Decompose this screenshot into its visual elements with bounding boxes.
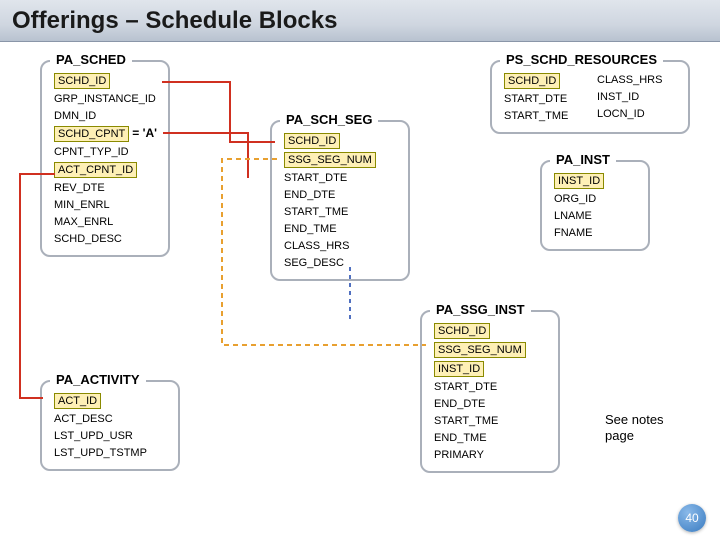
- field: INST_ID: [552, 172, 638, 190]
- field: END_DTE: [432, 396, 548, 412]
- slide-number-badge: 40: [678, 504, 706, 532]
- field: FNAME: [552, 225, 638, 241]
- field: END_DTE: [282, 187, 398, 203]
- field: PRIMARY: [432, 447, 548, 463]
- field: INST_ID: [432, 360, 548, 378]
- table-title: PA_ACTIVITY: [50, 372, 146, 387]
- field: REV_DTE: [52, 180, 158, 196]
- table-title: PA_SCH_SEG: [280, 112, 378, 127]
- page-title: Offerings – Schedule Blocks: [12, 7, 337, 35]
- field: SCHD_CPNT = 'A': [52, 125, 158, 143]
- field: START_TME: [432, 413, 548, 429]
- field: START_TME: [502, 108, 585, 124]
- note-text: See notes page: [605, 412, 695, 444]
- field: SCHD_DESC: [52, 231, 158, 247]
- field: CLASS_HRS: [282, 238, 398, 254]
- field: INST_ID: [595, 89, 678, 105]
- table-pa-sch-seg: PA_SCH_SEG SCHD_ID SSG_SEG_NUM START_DTE…: [270, 120, 410, 281]
- field: GRP_INSTANCE_ID: [52, 91, 158, 107]
- table-title: PA_SCHED: [50, 52, 132, 67]
- field: LST_UPD_USR: [52, 428, 168, 444]
- table-pa-inst: PA_INST INST_ID ORG_ID LNAME FNAME: [540, 160, 650, 251]
- field: SCHD_ID: [502, 72, 585, 90]
- field: END_TME: [432, 430, 548, 446]
- table-title: PA_INST: [550, 152, 616, 167]
- field: LOCN_ID: [595, 106, 678, 122]
- title-bar: Offerings – Schedule Blocks: [0, 0, 720, 42]
- field: SCHD_ID: [432, 322, 548, 340]
- slide-number: 40: [685, 511, 698, 525]
- table-pa-sched: PA_SCHED SCHD_ID GRP_INSTANCE_ID DMN_ID …: [40, 60, 170, 257]
- field: ACT_CPNT_ID: [52, 161, 158, 179]
- table-title: PS_SCHD_RESOURCES: [500, 52, 663, 67]
- field: MAX_ENRL: [52, 214, 158, 230]
- field: START_DTE: [432, 379, 548, 395]
- field: ACT_DESC: [52, 411, 168, 427]
- field: SSG_SEG_NUM: [432, 341, 548, 359]
- table-pa-activity: PA_ACTIVITY ACT_ID ACT_DESC LST_UPD_USR …: [40, 380, 180, 471]
- field: START_DTE: [282, 170, 398, 186]
- field: SCHD_ID: [282, 132, 398, 150]
- field: SCHD_ID: [52, 72, 158, 90]
- field: ACT_ID: [52, 392, 168, 410]
- schd-cpnt-annotation: = 'A': [132, 126, 157, 140]
- field: SSG_SEG_NUM: [282, 151, 398, 169]
- field: START_TME: [282, 204, 398, 220]
- table-ps-schd-resources: PS_SCHD_RESOURCES SCHD_ID START_DTE STAR…: [490, 60, 690, 134]
- field: LNAME: [552, 208, 638, 224]
- diagram-canvas: PA_SCHED SCHD_ID GRP_INSTANCE_ID DMN_ID …: [0, 42, 720, 540]
- field: SEG_DESC: [282, 255, 398, 271]
- field: MIN_ENRL: [52, 197, 158, 213]
- field: START_DTE: [502, 91, 585, 107]
- field: DMN_ID: [52, 108, 158, 124]
- table-pa-ssg-inst: PA_SSG_INST SCHD_ID SSG_SEG_NUM INST_ID …: [420, 310, 560, 473]
- field: CLASS_HRS: [595, 72, 678, 88]
- field: CPNT_TYP_ID: [52, 144, 158, 160]
- field: ORG_ID: [552, 191, 638, 207]
- field: LST_UPD_TSTMP: [52, 445, 168, 461]
- table-title: PA_SSG_INST: [430, 302, 531, 317]
- field: END_TME: [282, 221, 398, 237]
